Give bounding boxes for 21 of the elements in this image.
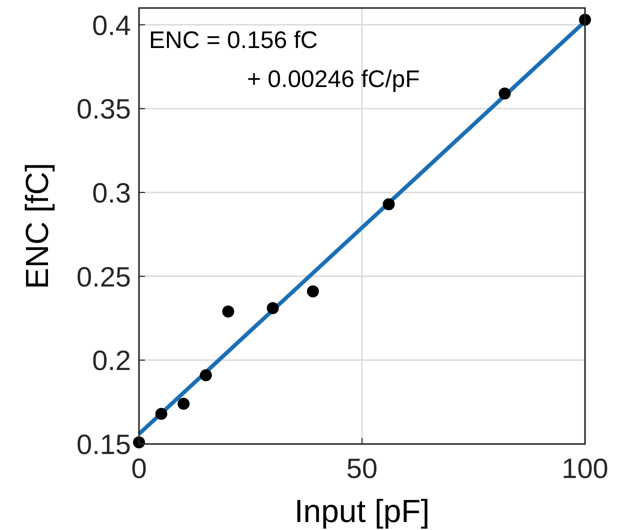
y-tick-label: 0.25 bbox=[76, 261, 131, 292]
x-axis-title: Input [pF] bbox=[294, 493, 430, 529]
y-tick-label: 0.4 bbox=[92, 10, 131, 41]
point bbox=[200, 369, 212, 382]
y-tick-label: 0.3 bbox=[92, 177, 131, 208]
point bbox=[306, 285, 319, 298]
x-tick-label: 50 bbox=[346, 453, 378, 484]
point bbox=[155, 408, 168, 420]
y-tick-label: 0.15 bbox=[76, 429, 131, 460]
x-tick-label: 0 bbox=[131, 453, 147, 484]
point bbox=[178, 398, 190, 410]
point bbox=[382, 198, 395, 210]
annotation: + 0.00246 fC/pF bbox=[247, 66, 420, 93]
annotation: ENC = 0.156 fC bbox=[149, 27, 318, 54]
point bbox=[498, 88, 511, 100]
y-tick-label: 0.2 bbox=[92, 345, 131, 376]
y-tick-label: 0.35 bbox=[76, 94, 131, 125]
point bbox=[266, 302, 279, 314]
y-axis-title: ENC [fC] bbox=[19, 162, 55, 290]
x-tick-label: 100 bbox=[562, 453, 608, 484]
point bbox=[222, 306, 234, 318]
